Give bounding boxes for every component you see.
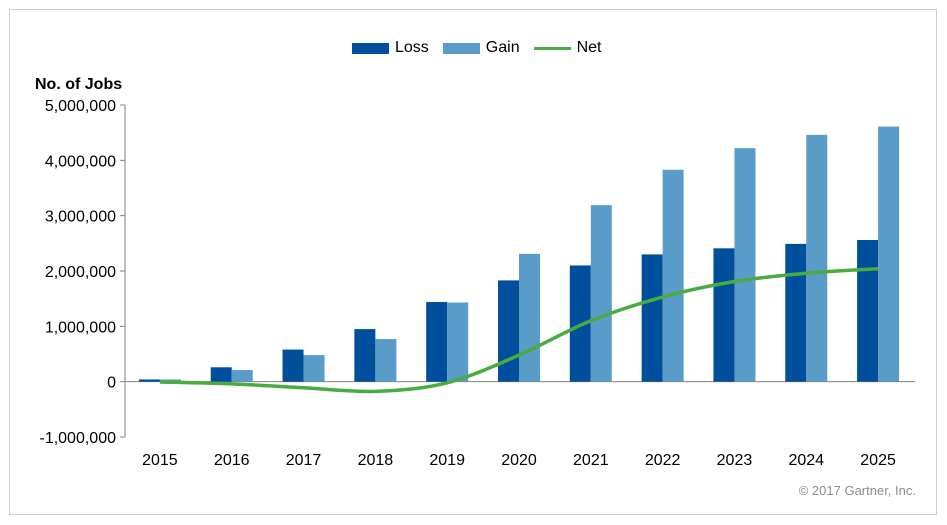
chart-plot: 2015 2016 2017 2018 2019 2020 2021 2022 2023 2024… — [39, 98, 915, 469]
bar-gain-2016 — [231, 370, 253, 382]
x-tick-label: 2015 — [142, 452, 178, 469]
bar-loss-2020 — [498, 280, 519, 382]
x-tick-labels: 2015 2016 2017 2018 2019 2020 2021 2022 2023 2024… — [142, 452, 896, 469]
y-tick-label: 1,000,000 — [45, 319, 116, 336]
chart-frame: 2015 2016 2017 2018 2019 2020 2021 2022 2023 2024… — [9, 9, 937, 515]
legend-swatch-loss — [352, 42, 389, 54]
bar-loss-2019 — [426, 301, 448, 382]
bar-gain-2017 — [303, 355, 325, 382]
x-tick-label: 2019 — [429, 452, 465, 469]
x-tick-label: 2024 — [788, 452, 824, 469]
x-tick-label: 2016 — [214, 452, 250, 469]
y-tick-label: 2,000,000 — [45, 264, 116, 281]
bar-loss-2023 — [713, 248, 735, 382]
bar-loss-2025 — [857, 240, 879, 382]
copyright-credit: © 2017 Gartner, Inc. — [798, 483, 916, 498]
bar-gain-2019 — [447, 302, 469, 382]
y-tick-label: 3,000,000 — [45, 209, 116, 226]
bar-gain-2023 — [734, 148, 756, 382]
bar-loss-2024 — [785, 243, 807, 382]
bar-gain-2018 — [375, 339, 397, 382]
y-tick-label: 5,000,000 — [45, 98, 116, 115]
legend-label-loss: Loss — [395, 39, 429, 56]
x-tick-label: 2025 — [860, 452, 896, 469]
legend-item-gain: Gain — [442, 39, 520, 57]
bar-gain-2020 — [519, 253, 540, 382]
x-tick-label: 2017 — [286, 452, 322, 469]
chart-net-line — [159, 267, 879, 394]
bar-loss-2022 — [641, 254, 663, 382]
bar-loss-2015 — [138, 379, 160, 382]
y-axis-title: No. of Jobs — [35, 76, 123, 93]
legend-label-net: Net — [576, 39, 602, 56]
legend-item-loss: Loss — [352, 39, 429, 57]
x-tick-label: 2023 — [717, 452, 753, 469]
bar-loss-2017 — [282, 349, 304, 382]
y-tick-label: 0 — [107, 375, 116, 392]
x-tick-label: 2022 — [645, 452, 681, 469]
x-tick-label: 2018 — [358, 452, 394, 469]
legend-label-gain: Gain — [485, 39, 520, 56]
y-tick-label: 4,000,000 — [45, 153, 116, 170]
x-tick-label: 2020 — [501, 452, 537, 469]
chart-legend: Loss Gain Net — [352, 39, 616, 57]
x-tick-label: 2021 — [573, 452, 609, 469]
bar-gain-2024 — [806, 134, 828, 382]
bar-gain-2021 — [590, 205, 612, 382]
bar-gain-2022 — [662, 169, 684, 382]
bar-loss-2018 — [354, 329, 376, 382]
bar-gain-2025 — [878, 126, 900, 382]
series-line-net — [159, 267, 879, 394]
y-tick-label: -1,000,000 — [39, 430, 116, 447]
legend-swatch-net — [533, 46, 571, 50]
legend-swatch-gain — [442, 42, 480, 54]
y-tick-labels: -1,000,000 0 1,000,000 2,000,000 3,000,000 4,… — [39, 98, 116, 447]
legend-item-net: Net — [533, 39, 602, 57]
chart-bars — [138, 126, 900, 382]
bar-loss-2016 — [210, 367, 232, 382]
